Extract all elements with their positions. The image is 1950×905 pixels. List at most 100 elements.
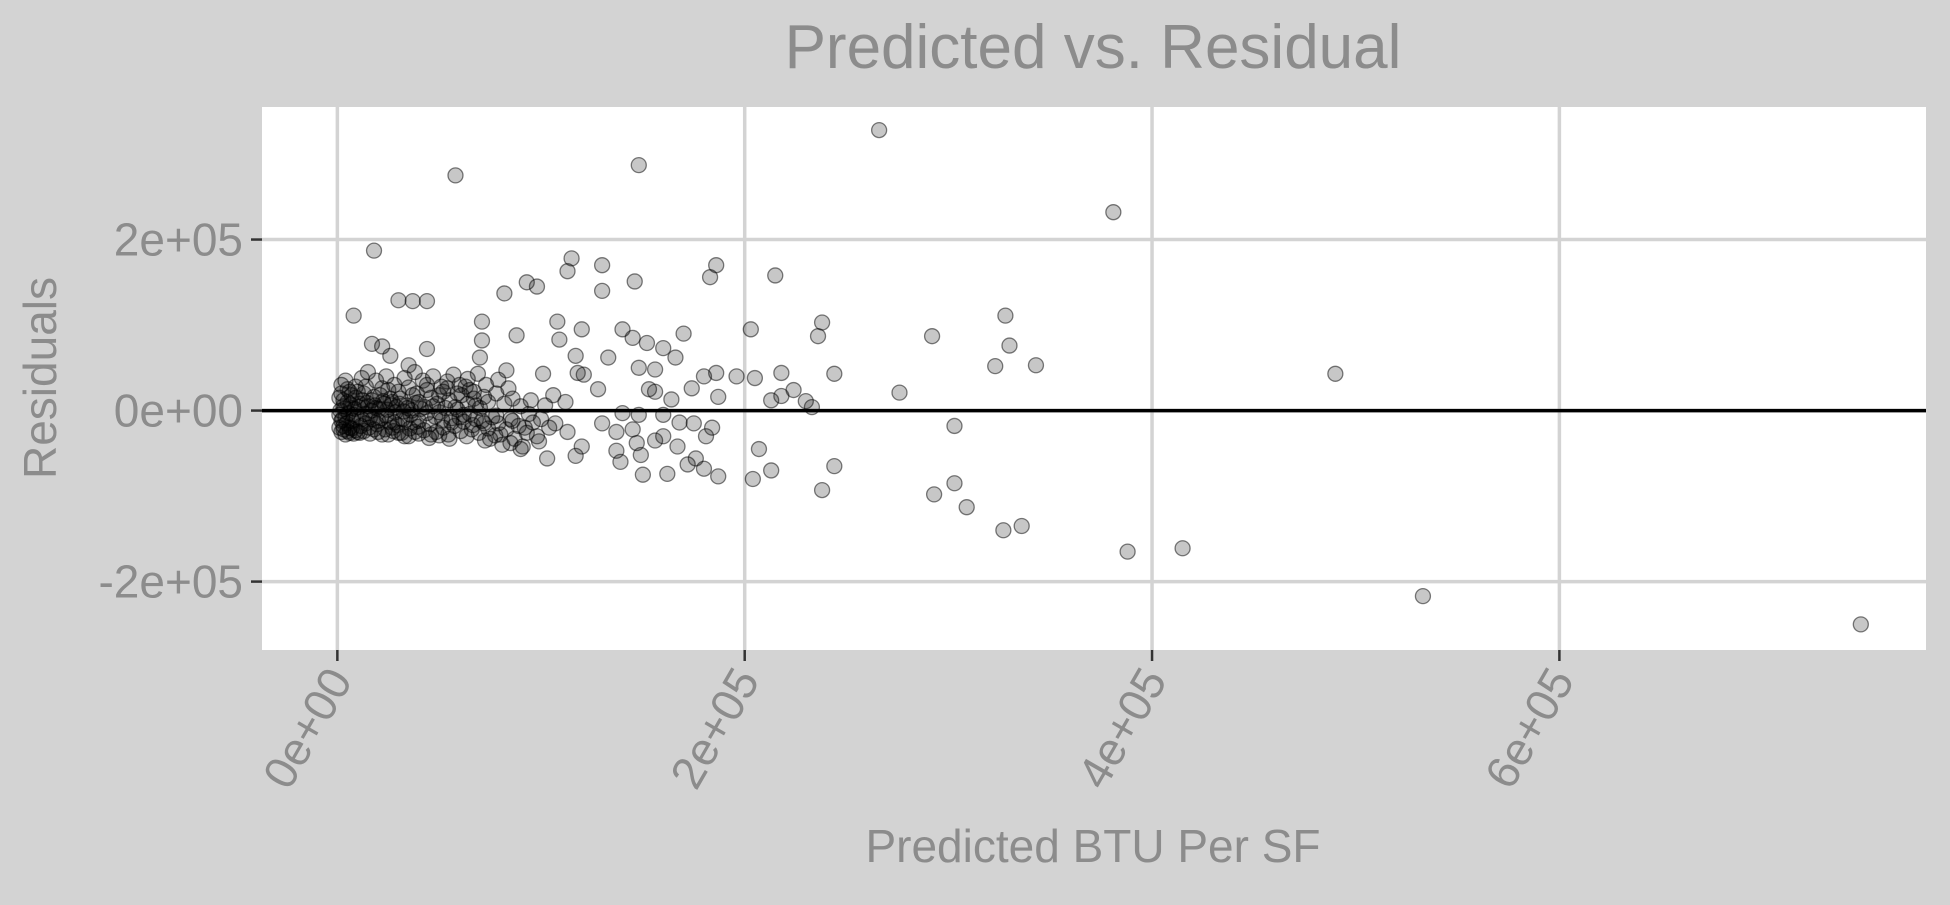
data-point <box>349 383 366 400</box>
data-point <box>569 364 586 382</box>
data-point <box>710 388 727 406</box>
y-tick-label: -2e+05 <box>98 556 243 608</box>
data-point <box>396 369 413 387</box>
data-point <box>441 430 458 447</box>
data-point <box>541 419 558 436</box>
data-point <box>406 363 423 381</box>
data-point <box>708 364 725 382</box>
data-point <box>563 250 580 267</box>
data-point <box>1013 517 1030 535</box>
data-point <box>655 428 672 445</box>
data-point <box>473 313 491 330</box>
data-point <box>522 392 539 409</box>
data-point <box>923 328 941 345</box>
data-point <box>870 121 888 139</box>
data-point <box>573 321 590 338</box>
data-point <box>746 369 764 387</box>
data-point <box>997 307 1014 324</box>
data-point <box>763 462 780 479</box>
data-point <box>382 347 399 364</box>
data-point <box>813 314 831 331</box>
data-point <box>685 415 702 432</box>
data-point <box>626 273 643 290</box>
data-point <box>439 380 456 397</box>
data-point <box>381 413 398 430</box>
data-point <box>803 398 821 416</box>
data-point <box>418 340 436 358</box>
data-point <box>697 428 715 445</box>
data-point <box>390 424 407 441</box>
data-point <box>630 156 647 174</box>
data-point <box>663 391 680 408</box>
data-point <box>447 167 464 184</box>
data-point <box>675 325 692 342</box>
data-point <box>630 359 647 376</box>
data-point <box>476 432 494 449</box>
data-point <box>380 426 397 443</box>
data-point <box>559 263 576 280</box>
data-point <box>646 361 664 378</box>
y-tick-label: 0e+00 <box>114 385 243 437</box>
data-point <box>514 438 531 455</box>
data-point <box>628 434 645 452</box>
data-point <box>530 433 548 450</box>
data-point <box>549 313 566 330</box>
data-point <box>695 460 713 477</box>
data-point <box>345 307 362 324</box>
x-axis-label: Predicted BTU Per SF <box>865 820 1320 872</box>
data-point <box>710 468 727 485</box>
data-point <box>638 334 656 352</box>
data-point <box>763 392 780 409</box>
data-point <box>809 328 827 345</box>
data-point <box>500 380 517 397</box>
chart-title: Predicted vs. Residual <box>785 13 1402 82</box>
data-point <box>744 470 761 488</box>
plot-panel <box>262 107 1926 650</box>
data-point <box>528 278 546 295</box>
data-point <box>646 383 664 400</box>
data-point <box>655 339 672 357</box>
data-point <box>608 423 625 441</box>
data-points <box>331 121 1869 633</box>
data-point <box>431 427 448 444</box>
data-point <box>925 486 943 503</box>
y-tick-label: 2e+05 <box>114 214 243 266</box>
data-point <box>496 285 513 302</box>
data-point <box>475 388 493 406</box>
data-point <box>612 453 629 471</box>
data-point <box>701 269 719 286</box>
data-point <box>410 425 427 442</box>
data-point <box>600 349 617 366</box>
data-point <box>593 257 611 274</box>
data-point <box>1027 357 1045 374</box>
data-point <box>593 282 611 300</box>
data-point <box>400 428 417 445</box>
data-point <box>378 368 395 385</box>
data-point <box>750 440 768 458</box>
data-point <box>524 414 542 431</box>
data-point <box>518 274 535 291</box>
data-point <box>365 242 383 259</box>
data-point <box>624 329 641 347</box>
data-point <box>400 379 417 396</box>
y-axis-label: Residuals <box>14 277 66 479</box>
data-point <box>369 423 387 441</box>
data-point <box>545 387 562 404</box>
data-point <box>1327 365 1344 382</box>
data-point <box>773 387 790 405</box>
data-point <box>695 368 713 385</box>
data-point <box>465 383 482 400</box>
data-point <box>634 466 652 483</box>
data-point <box>390 383 407 400</box>
data-point <box>1119 543 1136 560</box>
data-point <box>471 349 489 366</box>
data-point <box>1001 337 1018 354</box>
data-point <box>567 347 584 364</box>
data-point <box>390 292 407 309</box>
data-point <box>614 404 631 422</box>
data-point <box>946 475 963 492</box>
data-point <box>575 366 592 383</box>
data-point <box>365 388 383 406</box>
data-point <box>671 414 688 431</box>
